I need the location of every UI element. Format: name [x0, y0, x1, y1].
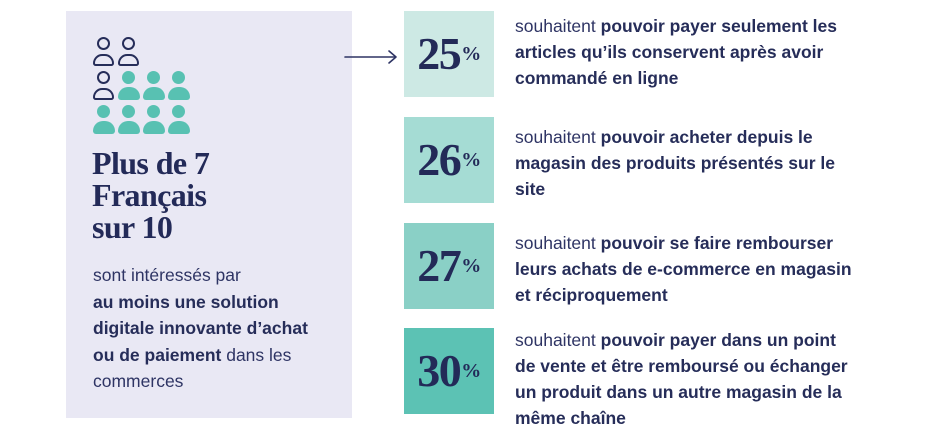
heading-line: Français — [92, 177, 207, 213]
summary-panel: Plus de 7 Français sur 10 sont intéressé… — [66, 11, 352, 418]
person-icon — [93, 37, 115, 66]
stat-box: 27% — [404, 223, 494, 309]
person-icon — [93, 105, 115, 134]
percent-sign: % — [461, 254, 481, 277]
percent-sign: % — [461, 359, 481, 382]
stat-box: 25% — [404, 11, 494, 97]
description-line: ou de paiement dans les — [93, 344, 292, 365]
panel-heading: Plus de 7 Français sur 10 — [92, 145, 210, 245]
stat-description: souhaitent pouvoir payer seulement les a… — [515, 16, 837, 88]
stat-box: 26% — [404, 117, 494, 203]
person-icon — [118, 71, 140, 100]
description-line: digitale innovante d’achat — [93, 318, 308, 338]
person-icon — [168, 71, 190, 100]
stat-description: souhaitent pouvoir acheter depuis le mag… — [515, 127, 835, 199]
panel-description: sont intéressés par au moins une solutio… — [93, 262, 335, 395]
stat-value: 30 — [417, 345, 462, 396]
heading-line: Plus de 7 — [92, 145, 210, 181]
description-line: sont intéressés par — [93, 265, 241, 285]
stat-value: 25 — [417, 28, 462, 79]
stat-value: 26 — [417, 134, 462, 185]
person-icon — [118, 105, 140, 134]
arrow-icon — [344, 50, 397, 64]
stat-box: 30% — [404, 328, 494, 414]
person-icon — [93, 71, 115, 100]
person-icon — [168, 105, 190, 134]
percent-sign: % — [461, 148, 481, 171]
heading-line: sur 10 — [92, 209, 173, 245]
pictogram-row — [93, 71, 190, 100]
pictogram-row — [93, 105, 190, 134]
person-icon — [143, 105, 165, 134]
stat-value: 27 — [417, 240, 462, 291]
description-line: commerces — [93, 371, 184, 391]
people-pictogram — [93, 37, 190, 139]
person-icon — [143, 71, 165, 100]
stat-description: souhaitent pouvoir payer dans un point d… — [515, 330, 848, 428]
person-icon — [118, 37, 140, 66]
percent-sign: % — [461, 42, 481, 65]
pictogram-row — [93, 37, 190, 66]
description-line: au moins une solution — [93, 291, 279, 312]
stat-description: souhaitent pouvoir se faire rembourser l… — [515, 233, 852, 305]
